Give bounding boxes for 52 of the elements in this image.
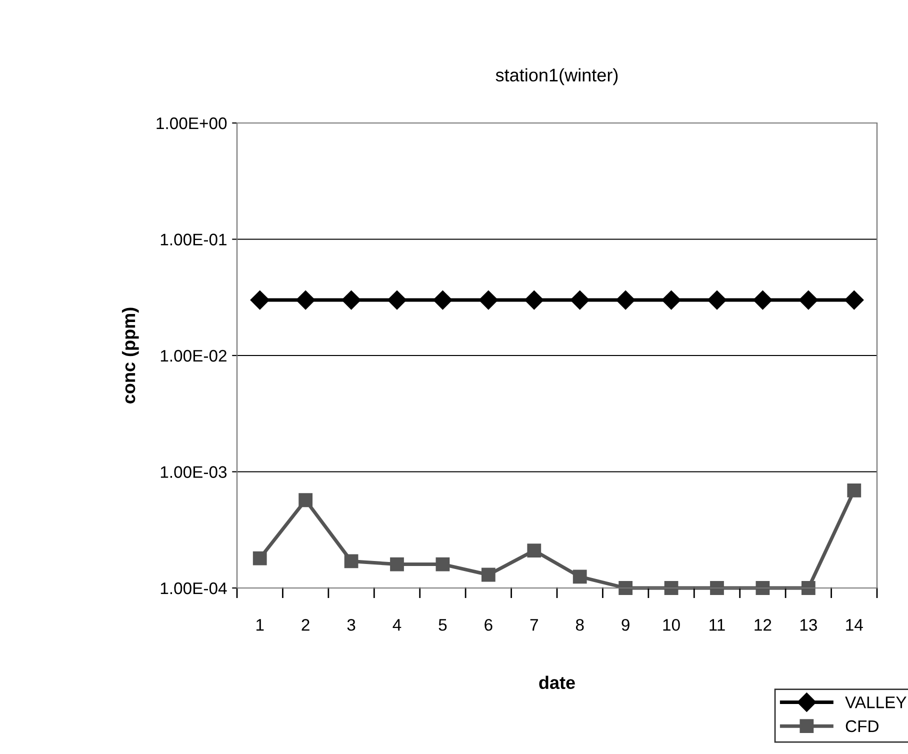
point [433, 290, 452, 310]
x-tick-label: 13 [800, 618, 817, 631]
point [436, 557, 450, 572]
point [527, 544, 542, 558]
x-tick-label: 7 [530, 619, 538, 631]
point [664, 581, 678, 595]
point [387, 290, 407, 310]
point [707, 290, 727, 310]
point [844, 290, 864, 310]
point [250, 290, 270, 310]
x-tick-label: 11 [710, 619, 725, 631]
y-tick-label: 1.00E-01 [160, 234, 226, 246]
point [524, 290, 544, 310]
legend-label: VALLEY [845, 696, 906, 708]
point [252, 551, 267, 566]
point [798, 290, 818, 310]
x-tick-label: 2 [302, 618, 310, 631]
point [753, 290, 772, 310]
point [344, 554, 358, 568]
point [618, 581, 633, 595]
point [478, 290, 498, 310]
point [572, 570, 587, 584]
point [616, 290, 636, 310]
point [847, 484, 862, 498]
x-tick-label: 8 [576, 618, 584, 631]
point [662, 290, 681, 310]
point [570, 290, 590, 310]
point [342, 290, 361, 310]
y-tick-label: 1.00E-02 [160, 350, 226, 362]
x-tick-label: 9 [622, 618, 630, 631]
point [296, 290, 316, 310]
point [756, 581, 770, 595]
point [298, 493, 313, 508]
chart-title: station1(winter) [496, 68, 618, 86]
x-tick-label: 6 [484, 618, 492, 631]
x-tick-label: 14 [846, 619, 863, 631]
x-tick-label: 12 [754, 618, 772, 631]
x-tick-label: 1 [256, 619, 264, 631]
point [481, 568, 496, 582]
point [710, 581, 724, 595]
y-tick-label: 1.00E-04 [160, 582, 227, 594]
x-tick-label: 3 [347, 618, 356, 631]
y-axis-title: conc (ppm) [122, 308, 139, 404]
point [801, 581, 816, 595]
point [390, 557, 404, 572]
x-tick-label: 10 [663, 618, 680, 631]
legend-label: CFD [846, 720, 878, 732]
y-tick-label: 1.00E+00 [156, 117, 227, 130]
x-axis-title: date [539, 676, 575, 690]
x-tick-label: 4 [392, 619, 402, 631]
y-tick-label: 1.00E-03 [160, 466, 227, 478]
x-tick-label: 5 [438, 619, 447, 631]
